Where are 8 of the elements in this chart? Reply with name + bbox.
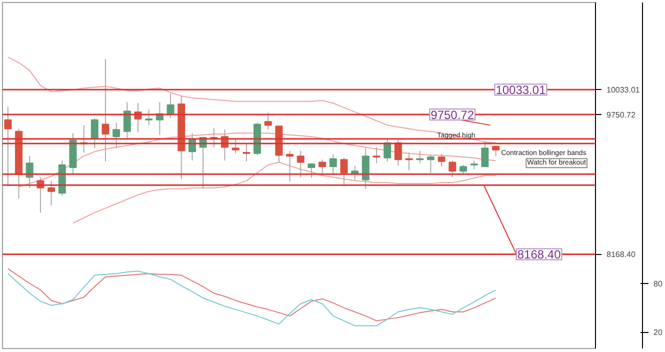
y2-tick-label: 80 [654, 279, 663, 288]
y2-tick-label: 20 [654, 328, 663, 338]
y-tick-label: 8168.40 [606, 250, 636, 260]
y-tick-label: 9750.72 [606, 110, 636, 120]
ref-line-label: 9750.72 [430, 108, 474, 122]
y-tick-label: 10033.01 [606, 86, 640, 95]
ref-line-label: 10033.01 [496, 83, 546, 98]
ref-line-label: 8168.40 [517, 248, 562, 262]
